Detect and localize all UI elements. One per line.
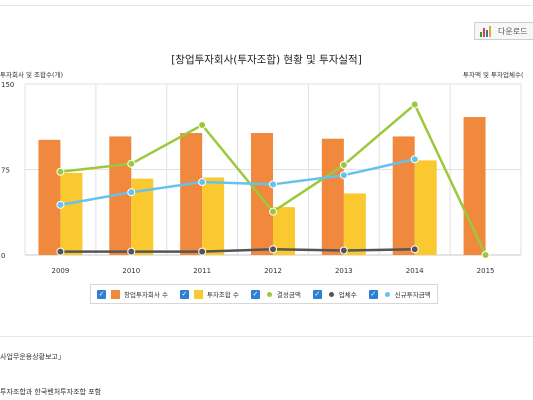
legend-swatch <box>111 289 120 299</box>
data-point <box>56 200 65 209</box>
bar <box>202 177 225 255</box>
section-divider <box>0 336 533 337</box>
top-divider <box>0 5 533 6</box>
x-tick-label: 2010 <box>122 267 140 275</box>
bar <box>131 178 154 255</box>
bar <box>60 172 83 255</box>
legend-swatch <box>328 291 334 297</box>
checkbox-icon[interactable]: ✓ <box>97 289 106 299</box>
legend-swatch <box>193 289 203 299</box>
data-point <box>127 247 136 256</box>
checkbox-icon[interactable]: ✓ <box>312 289 322 299</box>
bar <box>251 133 273 255</box>
bar <box>414 160 437 255</box>
legend-item-firms[interactable]: ✓ 업체수 <box>312 289 357 299</box>
data-point <box>410 155 419 164</box>
data-point <box>56 167 65 176</box>
legend-label: 창업투자회사 수 <box>124 291 168 299</box>
data-point <box>269 245 277 254</box>
bar <box>321 138 344 255</box>
y-tick-label: 0 <box>1 252 5 260</box>
x-tick-label: 2011 <box>193 267 211 275</box>
checkbox-icon[interactable]: ✓ <box>179 289 189 299</box>
legend-item-formation-amount[interactable]: ✓ 결성금액 <box>250 289 301 299</box>
data-point <box>339 171 348 180</box>
data-point <box>198 178 207 187</box>
data-point <box>481 251 490 259</box>
legend-label: 결성금액 <box>276 291 301 299</box>
checkbox-icon[interactable]: ✓ <box>368 289 378 299</box>
legend-label: 투자조합 수 <box>206 291 239 299</box>
legend-item-companies[interactable]: ✓ 창업투자회사 수 <box>97 289 168 299</box>
download-label: 다운로드 <box>498 26 528 36</box>
right-axis-title: 투자액 및 투자업체수( <box>463 71 524 79</box>
data-point <box>127 188 136 197</box>
bar <box>273 207 295 255</box>
data-point <box>269 207 277 216</box>
data-point <box>269 180 277 189</box>
legend-label: 업체수 <box>338 291 357 299</box>
data-point <box>198 247 207 256</box>
left-axis-title: 투자회사 및 조합수(개) <box>0 71 64 79</box>
series-line <box>60 158 415 207</box>
legend-swatch <box>384 291 390 297</box>
x-tick-label: 2009 <box>52 267 70 275</box>
footnote-note: 투자조합과 한국벤처투자조합 포함 <box>0 388 102 396</box>
checkbox-icon[interactable]: ✓ <box>250 289 260 299</box>
data-point <box>56 247 65 256</box>
y-tick-label: 150 <box>1 81 14 89</box>
data-point <box>127 159 136 168</box>
x-tick-label: 2012 <box>264 267 282 275</box>
data-point <box>410 245 419 254</box>
data-point <box>198 121 207 130</box>
chart-legend: ✓ 창업투자회사 수 ✓ 투자조합 수 ✓ 결성금액 ✓ 업체수 ✓ 신규투자금… <box>90 284 438 304</box>
bar <box>38 139 61 255</box>
data-point <box>410 100 419 109</box>
series-line <box>60 248 415 253</box>
chart-title: [창업투자회사(투자조합) 현황 및 투자실적] <box>171 54 362 66</box>
footnote-source: 사업무운용상황보고」 <box>0 353 65 361</box>
x-tick-label: 2015 <box>477 267 495 275</box>
download-button[interactable]: 다운로드 <box>474 22 533 40</box>
bar <box>180 133 203 255</box>
legend-item-funds[interactable]: ✓ 투자조합 수 <box>179 289 239 299</box>
x-tick-label: 2014 <box>406 267 424 275</box>
chart-plot: 0 75 150 2009 2010 2011 2012 2013 2014 2015 <box>1 81 522 275</box>
y-tick-label: 75 <box>1 167 10 175</box>
bar <box>343 193 366 255</box>
data-point <box>339 246 348 255</box>
excel-chart-icon <box>480 25 491 37</box>
legend-item-new-investment[interactable]: ✓ 신규투자금액 <box>368 289 431 299</box>
data-point <box>339 160 348 169</box>
legend-swatch <box>266 291 272 297</box>
x-tick-label: 2013 <box>335 267 353 275</box>
legend-label: 신규투자금액 <box>394 291 431 299</box>
bar <box>392 136 415 255</box>
